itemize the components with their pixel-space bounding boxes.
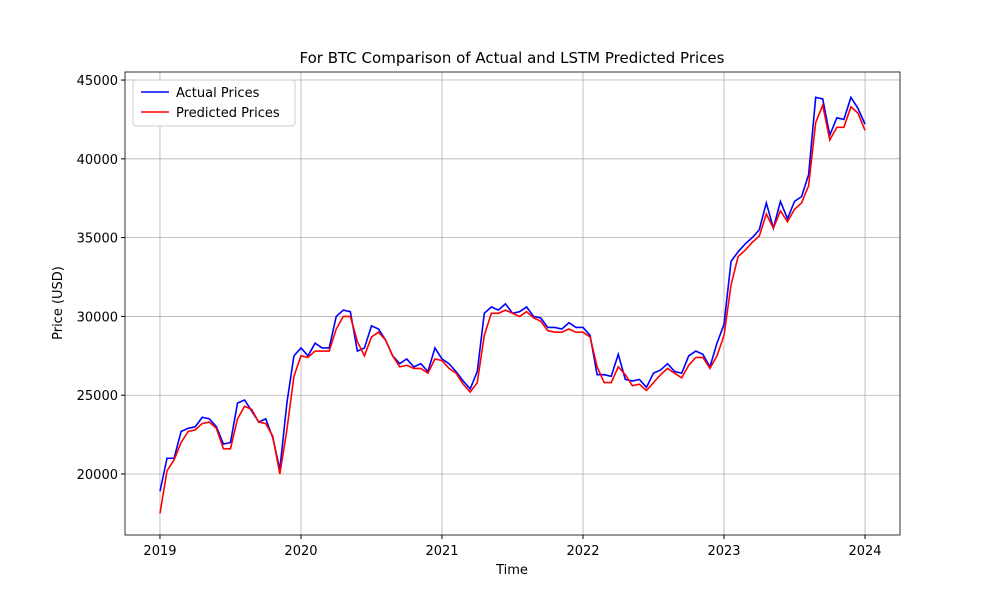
x-axis-label: Time [495, 563, 528, 578]
y-axis-label: Price (USD) [51, 266, 66, 340]
y-tick-label: 20000 [77, 468, 118, 483]
chart-title: For BTC Comparison of Actual and LSTM Pr… [300, 49, 725, 67]
x-tick-label: 2022 [566, 544, 599, 559]
plot-frame [124, 71, 901, 536]
x-tick-label: 2023 [707, 544, 740, 559]
y-tick-label: 30000 [77, 310, 118, 325]
x-tick-label: 2020 [284, 544, 317, 559]
x-tick-label: 2024 [848, 544, 881, 559]
legend-label: Predicted Prices [176, 106, 280, 121]
line-series [159, 102, 866, 514]
legend-box [132, 79, 296, 127]
legend-label: Actual Prices [176, 86, 260, 101]
y-tick-label: 35000 [77, 232, 118, 247]
y-tick-label: 45000 [77, 74, 118, 89]
x-tick-label: 2021 [425, 544, 458, 559]
x-tick-label: 2019 [143, 544, 176, 559]
y-tick-label: 40000 [77, 153, 118, 168]
y-tick-label: 25000 [77, 389, 118, 404]
